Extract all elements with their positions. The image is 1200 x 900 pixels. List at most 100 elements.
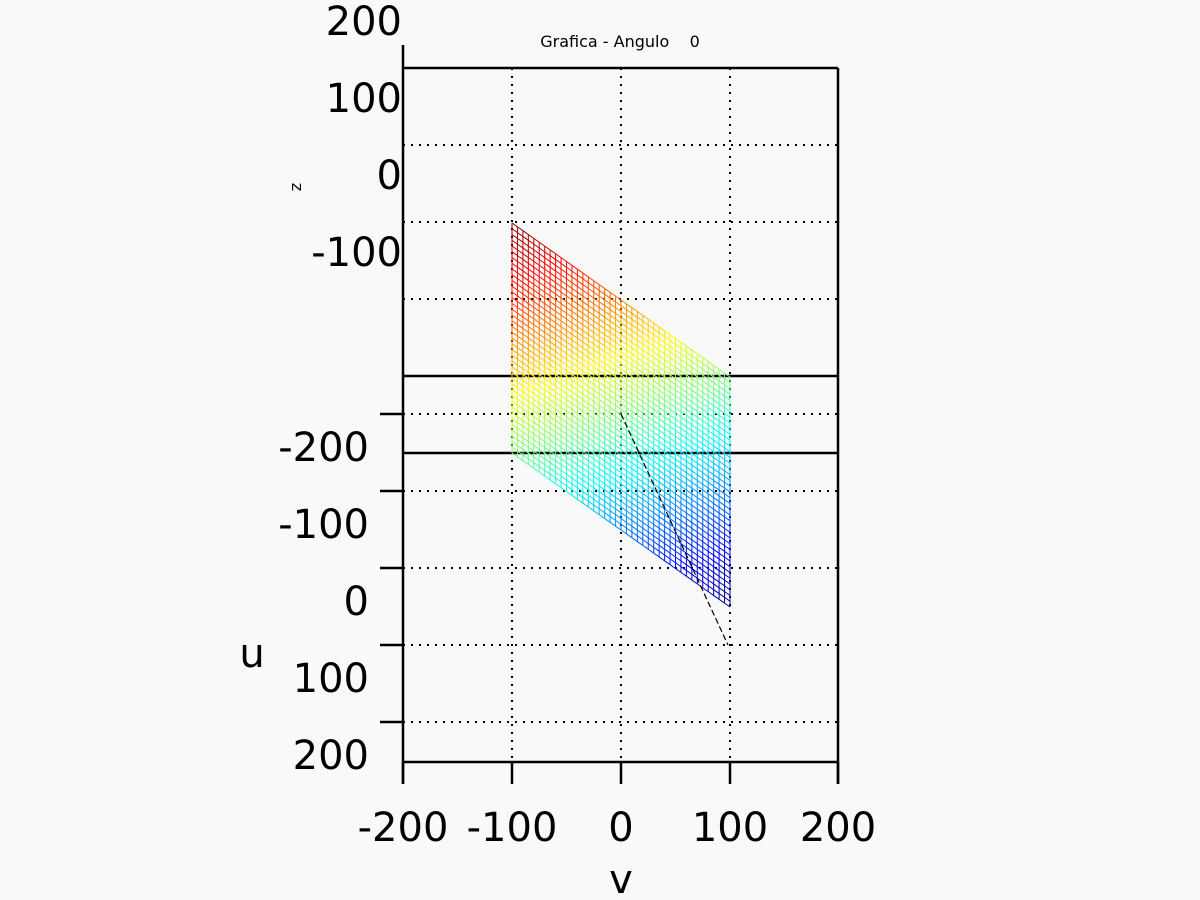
surface-u-line-segment bbox=[664, 462, 671, 468]
surface-u-line-segment bbox=[609, 447, 616, 452]
surface-u-line-segment bbox=[707, 556, 714, 562]
surface-u-line-segment bbox=[626, 527, 633, 533]
surface-u-line-segment bbox=[588, 489, 595, 494]
surface-u-line-segment bbox=[609, 464, 616, 470]
surface-u-line-segment bbox=[555, 471, 562, 477]
surface-u-line-segment bbox=[669, 345, 676, 351]
surface-u-line-segment bbox=[713, 531, 720, 537]
surface-u-line-segment bbox=[582, 284, 589, 289]
surface-u-line-segment bbox=[680, 439, 687, 445]
surface-u-line-segment bbox=[691, 487, 698, 493]
surface-u-line-segment bbox=[544, 297, 551, 303]
surface-u-line-segment bbox=[598, 370, 605, 376]
surface-u-line-segment bbox=[598, 462, 605, 468]
surface-u-line-segment bbox=[707, 481, 714, 487]
surface-u-line-segment bbox=[517, 370, 524, 375]
surface-u-line-segment bbox=[724, 418, 731, 424]
surface-u-line-segment bbox=[555, 385, 562, 391]
surface-u-line-segment bbox=[517, 243, 524, 249]
surface-u-line-segment bbox=[517, 260, 524, 266]
surface-u-line-segment bbox=[653, 351, 660, 357]
surface-u-line-segment bbox=[577, 274, 584, 280]
surface-u-line-segment bbox=[544, 383, 551, 389]
surface-u-line-segment bbox=[713, 560, 720, 566]
surface-u-line-segment bbox=[555, 351, 562, 356]
surface-u-line-segment bbox=[658, 522, 665, 527]
surface-u-line-segment bbox=[549, 387, 556, 393]
surface-u-line-segment bbox=[642, 337, 649, 343]
surface-u-line-segment bbox=[538, 270, 545, 276]
surface-u-line-segment bbox=[593, 383, 600, 389]
surface-u-line-segment bbox=[528, 239, 535, 245]
surface-u-line-segment bbox=[609, 470, 616, 475]
surface-u-line-segment bbox=[664, 543, 671, 548]
surface-u-line-segment bbox=[642, 349, 649, 355]
surface-u-line-segment bbox=[538, 454, 545, 460]
surface-u-line-segment bbox=[538, 293, 545, 299]
surface-u-line-segment bbox=[588, 483, 595, 489]
surface-u-line-segment bbox=[571, 494, 578, 500]
surface-u-line-segment bbox=[566, 399, 573, 404]
surface-u-line-segment bbox=[615, 335, 622, 341]
surface-u-line-segment bbox=[522, 276, 529, 281]
surface-u-line-segment bbox=[626, 406, 633, 412]
surface-u-line-segment bbox=[528, 257, 535, 262]
surface-u-line-segment bbox=[620, 345, 627, 351]
surface-u-line-segment bbox=[697, 537, 704, 543]
surface-u-line-segment bbox=[604, 477, 611, 483]
surface-u-line-segment bbox=[713, 422, 720, 428]
surface-u-line-segment bbox=[528, 389, 535, 395]
surface-u-line-segment bbox=[528, 400, 535, 406]
surface-u-line-segment bbox=[577, 493, 584, 498]
surface-u-line-segment bbox=[604, 437, 611, 443]
surface-u-line-segment bbox=[626, 303, 633, 309]
surface-u-line-segment bbox=[697, 399, 704, 405]
surface-u-line-segment bbox=[713, 480, 720, 485]
surface-u-line-segment bbox=[582, 278, 589, 284]
surface-u-line-segment bbox=[598, 422, 605, 427]
surface-u-line-segment bbox=[582, 404, 589, 410]
surface-u-line-segment bbox=[713, 468, 720, 474]
surface-u-line-segment bbox=[588, 425, 595, 431]
surface-u-line-segment bbox=[604, 397, 611, 402]
surface-u-line-segment bbox=[626, 533, 633, 539]
surface-u-line-segment bbox=[598, 445, 605, 450]
surface-u-line-segment bbox=[653, 454, 660, 460]
surface-u-line-segment bbox=[620, 483, 627, 489]
surface-u-line-segment bbox=[697, 428, 704, 433]
surface-u-line-segment bbox=[588, 322, 595, 328]
surface-u-line-segment bbox=[566, 376, 573, 381]
surface-u-line-segment bbox=[724, 470, 731, 476]
surface-u-line-segment bbox=[702, 478, 709, 483]
surface-u-line-segment bbox=[647, 485, 654, 491]
surface-u-line-segment bbox=[653, 477, 660, 483]
surface-u-line-segment bbox=[604, 305, 611, 310]
surface-u-line-segment bbox=[647, 405, 654, 410]
surface-u-line-segment bbox=[637, 466, 644, 472]
surface-u-line-segment bbox=[577, 343, 584, 349]
surface-u-line-segment bbox=[637, 408, 644, 414]
surface-u-line-segment bbox=[511, 441, 518, 446]
surface-u-line-segment bbox=[664, 405, 671, 410]
surface-u-line-segment bbox=[555, 397, 562, 402]
surface-u-line-segment bbox=[675, 568, 682, 573]
surface-u-line-segment bbox=[528, 446, 535, 452]
surface-u-line-segment bbox=[680, 525, 687, 531]
surface-u-line-segment bbox=[664, 474, 671, 479]
surface-u-line-segment bbox=[593, 395, 600, 401]
surface-u-line-segment bbox=[707, 504, 714, 510]
surface-u-line-segment bbox=[549, 439, 556, 444]
surface-u-line-segment bbox=[686, 403, 693, 408]
surface-u-line-segment bbox=[538, 282, 545, 287]
surface-u-line-segment bbox=[637, 334, 644, 339]
surface-u-line-segment bbox=[577, 378, 584, 383]
surface-u-line-segment bbox=[724, 591, 731, 596]
surface-u-line-segment bbox=[647, 428, 654, 433]
surface-u-line-segment bbox=[647, 336, 654, 341]
surface-u-line-segment bbox=[664, 485, 671, 491]
surface-u-line-segment bbox=[571, 460, 578, 466]
surface-u-line-segment bbox=[604, 420, 611, 425]
surface-u-line-segment bbox=[631, 508, 638, 514]
surface-u-line-segment bbox=[620, 449, 627, 454]
surface-u-line-segment bbox=[533, 433, 540, 439]
